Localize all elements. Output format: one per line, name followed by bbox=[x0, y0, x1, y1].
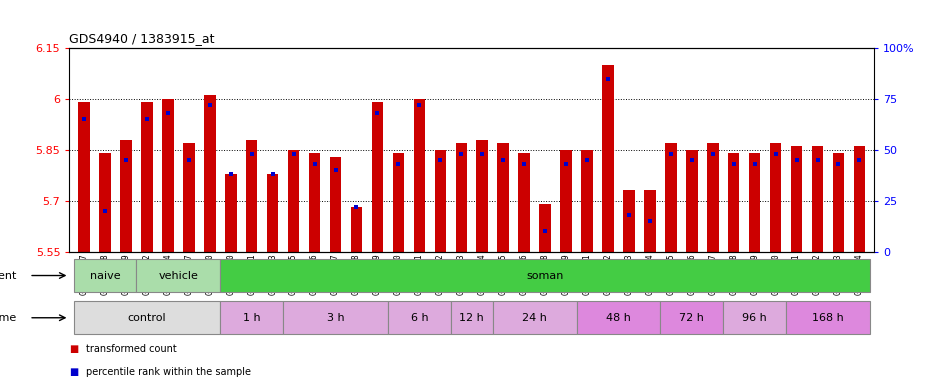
Text: 72 h: 72 h bbox=[679, 313, 704, 323]
Text: naive: naive bbox=[90, 270, 120, 281]
Bar bbox=[330, 157, 341, 252]
Bar bbox=[74, 301, 220, 334]
Text: ■: ■ bbox=[69, 367, 79, 377]
Bar bbox=[120, 140, 131, 252]
Bar bbox=[660, 301, 723, 334]
Bar bbox=[707, 143, 719, 252]
Bar bbox=[455, 143, 467, 252]
Text: soman: soman bbox=[526, 270, 563, 281]
Bar bbox=[99, 153, 111, 252]
Bar bbox=[246, 140, 257, 252]
Text: 24 h: 24 h bbox=[523, 313, 547, 323]
Bar bbox=[539, 204, 551, 252]
Text: 3 h: 3 h bbox=[327, 313, 344, 323]
Bar bbox=[74, 259, 137, 292]
Bar bbox=[602, 65, 613, 252]
Bar bbox=[518, 153, 530, 252]
Bar bbox=[183, 143, 194, 252]
Bar bbox=[493, 301, 576, 334]
Bar bbox=[204, 96, 216, 252]
Bar bbox=[581, 150, 593, 252]
Text: time: time bbox=[0, 313, 17, 323]
Text: agent: agent bbox=[0, 270, 17, 281]
Bar bbox=[351, 207, 363, 252]
Bar bbox=[854, 146, 865, 252]
Bar bbox=[498, 143, 509, 252]
Bar bbox=[283, 301, 388, 334]
Text: control: control bbox=[128, 313, 166, 323]
Bar bbox=[686, 150, 697, 252]
Bar bbox=[576, 301, 660, 334]
Text: GDS4940 / 1383915_at: GDS4940 / 1383915_at bbox=[69, 32, 215, 45]
Text: 168 h: 168 h bbox=[812, 313, 844, 323]
Bar bbox=[561, 150, 572, 252]
Bar bbox=[388, 301, 450, 334]
Bar bbox=[749, 153, 760, 252]
Bar bbox=[791, 146, 802, 252]
Bar bbox=[267, 174, 278, 252]
Text: ■: ■ bbox=[69, 344, 79, 354]
Bar bbox=[435, 150, 446, 252]
Bar bbox=[476, 140, 488, 252]
Text: vehicle: vehicle bbox=[158, 270, 198, 281]
Bar bbox=[225, 174, 237, 252]
Bar bbox=[309, 153, 320, 252]
Bar bbox=[137, 259, 220, 292]
Bar bbox=[162, 99, 174, 252]
Text: percentile rank within the sample: percentile rank within the sample bbox=[86, 367, 251, 377]
Bar bbox=[723, 301, 786, 334]
Bar bbox=[413, 99, 426, 252]
Text: 48 h: 48 h bbox=[606, 313, 631, 323]
Text: 6 h: 6 h bbox=[411, 313, 428, 323]
Bar bbox=[372, 102, 383, 252]
Bar bbox=[770, 143, 782, 252]
Text: 1 h: 1 h bbox=[243, 313, 261, 323]
Bar bbox=[392, 153, 404, 252]
Bar bbox=[450, 301, 493, 334]
Bar bbox=[79, 102, 90, 252]
Bar bbox=[832, 153, 845, 252]
Bar bbox=[786, 301, 870, 334]
Bar bbox=[728, 153, 739, 252]
Bar bbox=[665, 143, 676, 252]
Bar bbox=[644, 190, 656, 252]
Bar bbox=[288, 150, 300, 252]
Text: 96 h: 96 h bbox=[742, 313, 767, 323]
Text: transformed count: transformed count bbox=[86, 344, 177, 354]
Bar bbox=[220, 259, 869, 292]
Bar bbox=[142, 102, 153, 252]
Bar bbox=[623, 190, 635, 252]
Bar bbox=[220, 301, 283, 334]
Bar bbox=[812, 146, 823, 252]
Text: 12 h: 12 h bbox=[460, 313, 484, 323]
